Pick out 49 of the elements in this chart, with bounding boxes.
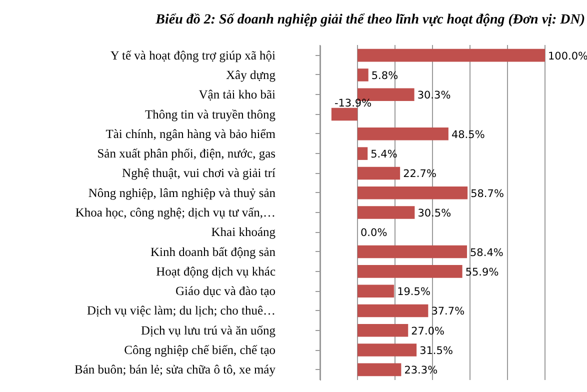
data-label: 23.3% <box>404 364 438 377</box>
y-tick-label: Nông nghiệp, lâm nghiệp và thuỷ sản <box>88 186 276 200</box>
data-label: 55.9% <box>465 266 499 278</box>
y-tick-label: Thông tin và truyền thông <box>144 107 276 122</box>
y-tick-label: Dịch vụ việc làm; du lịch; cho thuê… <box>87 304 276 318</box>
y-tick-label: Y tế và hoạt động trợ giúp xã hội <box>110 48 276 62</box>
y-tick-label: Hoạt động dịch vụ khác <box>156 264 276 278</box>
y-tick-label: Tài chính, ngân hàng và bảo hiểm <box>106 126 276 141</box>
y-tick-label: Giáo dục và đào tạo <box>176 284 276 298</box>
bar <box>358 265 462 278</box>
data-label: 27.0% <box>411 325 445 338</box>
data-label: 19.5% <box>397 286 430 298</box>
bar <box>358 206 415 219</box>
bar <box>358 166 400 180</box>
bar <box>358 128 448 140</box>
y-tick-label: Nghệ thuật, vui chơi và giải trí <box>122 166 276 180</box>
bar <box>358 324 408 337</box>
data-label: 0.0% <box>360 227 388 240</box>
data-label: 37.7% <box>431 306 465 318</box>
bar <box>358 147 368 160</box>
chart-title: Biểu đồ 2: Số doanh nghiệp giải thể theo lĩnh vực hoạt động (Đơn vị: DN) <box>154 12 585 28</box>
y-tick-label: Công nghiệp chế biến, chế tạo <box>124 343 276 358</box>
y-tick-label: Bán buôn; bán lẻ; sửa chữa ô tô, xe máy <box>74 362 276 377</box>
bar <box>358 186 468 200</box>
y-tick-label: Khoa học, công nghệ; dịch vụ tư vấn,… <box>75 206 276 220</box>
data-label: 58.7% <box>470 188 504 200</box>
bar <box>358 363 402 376</box>
bar <box>331 108 358 121</box>
data-label: 5.8% <box>371 70 398 82</box>
data-label: 48.5% <box>451 128 485 141</box>
y-tick-label: Kinh doanh bất động sản <box>150 244 276 259</box>
data-label: 58.4% <box>470 246 504 259</box>
data-label: 31.5% <box>420 345 453 358</box>
bar <box>358 284 394 298</box>
y-tick-label: Xây dựng <box>226 68 276 82</box>
y-tick-label: Vận tải kho bãi <box>198 88 276 102</box>
bar <box>358 304 428 318</box>
data-label: 30.3% <box>417 90 451 102</box>
bar <box>358 344 417 356</box>
data-label: -13.9% <box>334 97 372 110</box>
bar <box>358 245 467 258</box>
bar <box>358 48 545 62</box>
data-label: 5.4% <box>370 148 398 161</box>
data-label: 22.7% <box>403 168 436 180</box>
y-tick-label: Sản xuất phân phối, điện, nước, gas <box>97 146 276 161</box>
y-tick-label: Khai khoáng <box>211 225 276 240</box>
bar <box>358 68 368 82</box>
y-tick-label: Dịch vụ lưu trú và ăn uống <box>140 323 276 338</box>
data-label: 30.5% <box>418 208 452 220</box>
